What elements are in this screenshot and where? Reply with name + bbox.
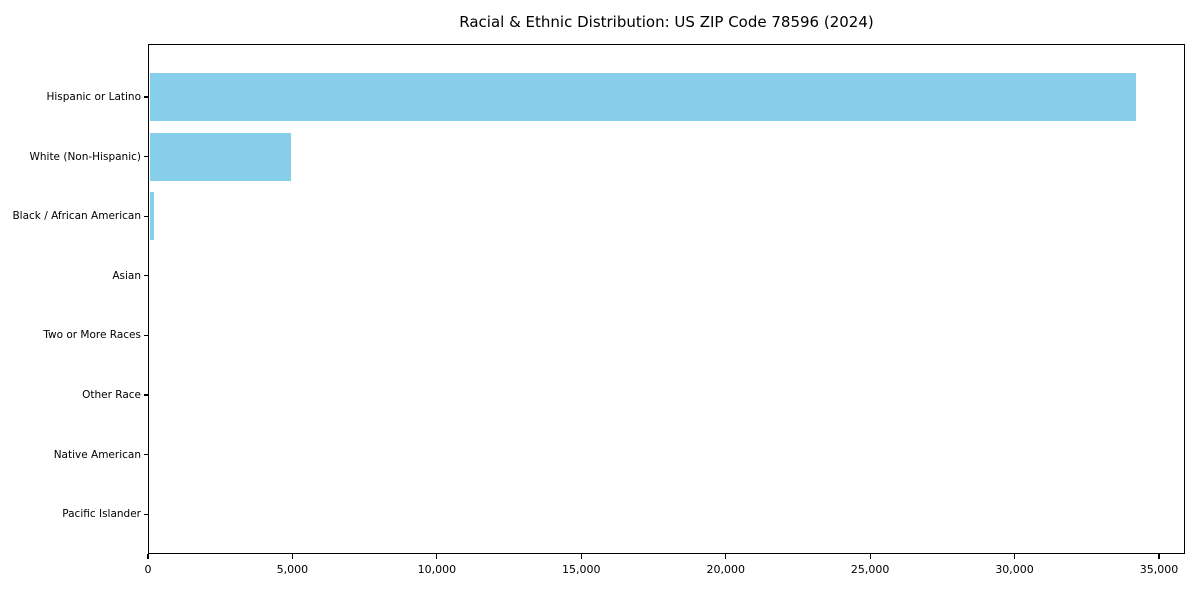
x-tick-label: 10,000 (417, 563, 457, 576)
x-tick-label: 0 (144, 563, 152, 576)
chart-title: Racial & Ethnic Distribution: US ZIP Cod… (459, 13, 874, 31)
bar-hispanic-or-latino (149, 73, 1136, 121)
y-tick-label-black-african-american: Black / African American (12, 210, 141, 223)
x-tick-mark (147, 554, 149, 559)
y-tick-mark (143, 394, 148, 396)
y-tick-label-pacific-islander: Pacific Islander (62, 508, 141, 521)
x-tick-mark (436, 554, 438, 559)
y-tick-mark (143, 156, 148, 158)
y-tick-mark (143, 215, 148, 217)
y-tick-label-asian: Asian (112, 269, 141, 282)
x-tick-label: 25,000 (850, 563, 890, 576)
y-tick-mark (143, 275, 148, 277)
y-tick-mark (143, 513, 148, 515)
x-tick-mark (869, 554, 871, 559)
x-tick-label: 15,000 (562, 563, 601, 576)
y-tick-label-white-non-hispanic: White (Non-Hispanic) (29, 150, 141, 163)
x-tick-label: 5,000 (276, 563, 309, 576)
bar-black-african-american (149, 192, 154, 241)
y-tick-label-native-american: Native American (53, 448, 141, 461)
x-tick-label: 20,000 (706, 563, 745, 576)
y-tick-mark (143, 454, 148, 456)
y-tick-mark (143, 96, 148, 98)
y-tick-label-other-race: Other Race (82, 389, 141, 401)
x-tick-mark (1013, 554, 1016, 559)
bar-white-non-hispanic (149, 132, 291, 181)
y-tick-label-hispanic-or-latino: Hispanic or Latino (46, 91, 141, 103)
x-tick-mark (1158, 554, 1160, 559)
x-tick-label: 30,000 (995, 563, 1034, 576)
y-tick-label-two-or-more-races: Two or More Races (43, 329, 141, 342)
x-tick-mark (725, 554, 727, 559)
x-tick-mark (580, 554, 582, 559)
plot-area (148, 44, 1185, 554)
x-tick-mark (291, 554, 294, 559)
x-tick-label: 35,000 (1139, 563, 1179, 576)
y-tick-mark (143, 334, 148, 336)
